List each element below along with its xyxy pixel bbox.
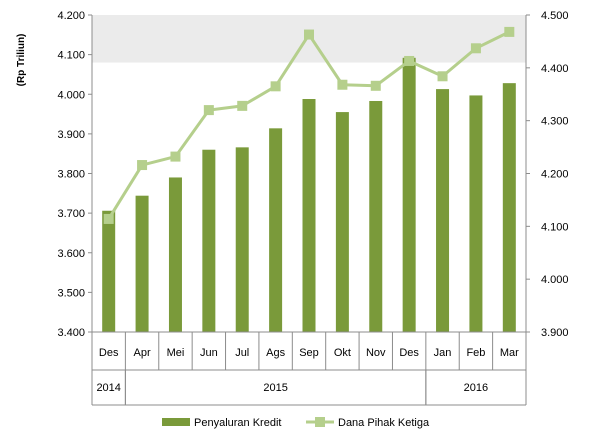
- category-label: Feb: [466, 347, 485, 359]
- category-label: Mei: [167, 347, 185, 359]
- legend: Penyaluran Kredit Dana Pihak Ketiga: [162, 417, 430, 429]
- right-tick-label: 4.000: [541, 274, 569, 286]
- dpk-marker-8: [370, 80, 381, 91]
- category-label: Sep: [299, 347, 319, 359]
- dpk-marker-9: [404, 55, 415, 66]
- category-label: Des: [99, 347, 119, 359]
- legend-label-dana-pihak-ketiga: Dana Pihak Ketiga: [338, 417, 430, 429]
- bar-series-penyaluran-kredit: [102, 57, 516, 333]
- dpk-marker-6: [304, 29, 314, 40]
- right-tick-label: 4.200: [541, 169, 569, 181]
- bar-apr-1: [135, 195, 149, 332]
- year-label-2016: 2016: [464, 382, 488, 394]
- category-label: Apr: [134, 347, 151, 359]
- right-tick-label: 3.900: [541, 327, 569, 339]
- right-tick-label: 4.300: [541, 116, 569, 128]
- right-tick-label: 4.100: [541, 221, 569, 233]
- axes: [88, 14, 530, 406]
- right-tick-label: 4.400: [541, 63, 569, 75]
- category-label: Mar: [500, 347, 519, 359]
- left-tick-label: 3.400: [57, 327, 85, 339]
- dpk-marker-0: [103, 213, 114, 224]
- year-label-2015: 2015: [263, 382, 287, 394]
- right-tick-label: 4.500: [541, 10, 569, 22]
- dpk-marker-4: [237, 100, 248, 111]
- dpk-marker-3: [203, 105, 214, 116]
- bar-ags-5: [269, 128, 283, 332]
- year-label-2014: 2014: [96, 382, 120, 394]
- bar-nov-8: [369, 100, 383, 332]
- bar-okt-7: [335, 112, 349, 332]
- bar-mei-2: [168, 177, 182, 332]
- dpk-marker-10: [437, 71, 448, 82]
- left-tick-label: 3.600: [57, 248, 85, 260]
- legend-swatch-penyaluran-kredit: [162, 418, 190, 426]
- category-label: Ags: [266, 347, 285, 359]
- left-tick-label: 4.000: [57, 89, 85, 101]
- bar-des-9: [402, 57, 416, 333]
- dpk-marker-12: [504, 26, 515, 37]
- dpk-marker-2: [170, 151, 181, 162]
- legend-marker-dana-pihak-ketiga: [315, 417, 325, 427]
- left-tick-label: 4.100: [57, 50, 85, 62]
- category-label: Jan: [434, 347, 452, 359]
- bar-sep-6: [302, 99, 316, 332]
- bar-jan-10: [436, 89, 450, 332]
- line-series-dana-pihak-ketiga: [103, 26, 515, 224]
- category-label: Jul: [235, 347, 249, 359]
- bar-mar-12: [502, 83, 516, 332]
- left-tick-label: 3.700: [57, 208, 85, 220]
- dpk-marker-1: [137, 160, 148, 171]
- left-axis-tick-labels: 3.400 3.500 3.600 3.700 3.800 3.900 4.000 4.100…: [57, 10, 85, 339]
- y-axis-label: (Rp Triliun): [16, 34, 27, 87]
- bar-feb-11: [469, 95, 483, 332]
- bar-des-0: [102, 210, 116, 332]
- left-tick-label: 3.900: [57, 129, 85, 141]
- legend-label-penyaluran-kredit: Penyaluran Kredit: [194, 417, 281, 429]
- right-axis-tick-labels: 3.900 4.000 4.100 4.200 4.300 4.400 4.500: [541, 10, 569, 339]
- category-label: Nov: [366, 347, 386, 359]
- left-tick-label: 4.200: [57, 10, 85, 22]
- category-label: Des: [399, 347, 419, 359]
- category-labels: Des Apr Mei Jun Jul Ags Sep Okt Nov Des Jan Feb Mar: [99, 347, 519, 359]
- left-tick-label: 3.800: [57, 169, 85, 181]
- category-label: Jun: [200, 347, 218, 359]
- dpk-marker-7: [337, 79, 348, 90]
- year-labels: 2014 2015 2016: [96, 382, 488, 394]
- category-label: Okt: [334, 347, 351, 359]
- dpk-marker-5: [270, 81, 281, 92]
- dpk-marker-11: [470, 43, 481, 54]
- bar-jun-3: [202, 149, 216, 332]
- left-tick-label: 3.500: [57, 287, 85, 299]
- bar-jul-4: [235, 147, 249, 332]
